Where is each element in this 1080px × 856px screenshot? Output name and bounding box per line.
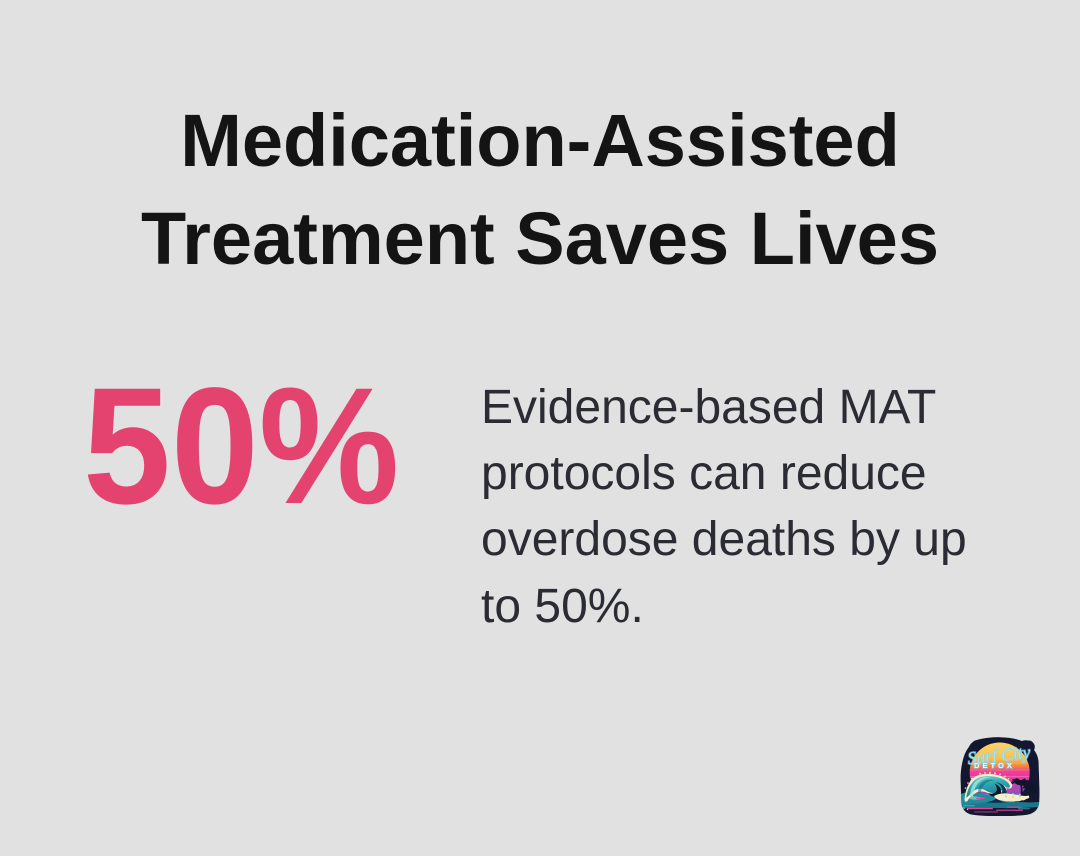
svg-text:DETOX: DETOX bbox=[974, 761, 1014, 770]
svg-text:DETOX: DETOX bbox=[974, 761, 1014, 770]
